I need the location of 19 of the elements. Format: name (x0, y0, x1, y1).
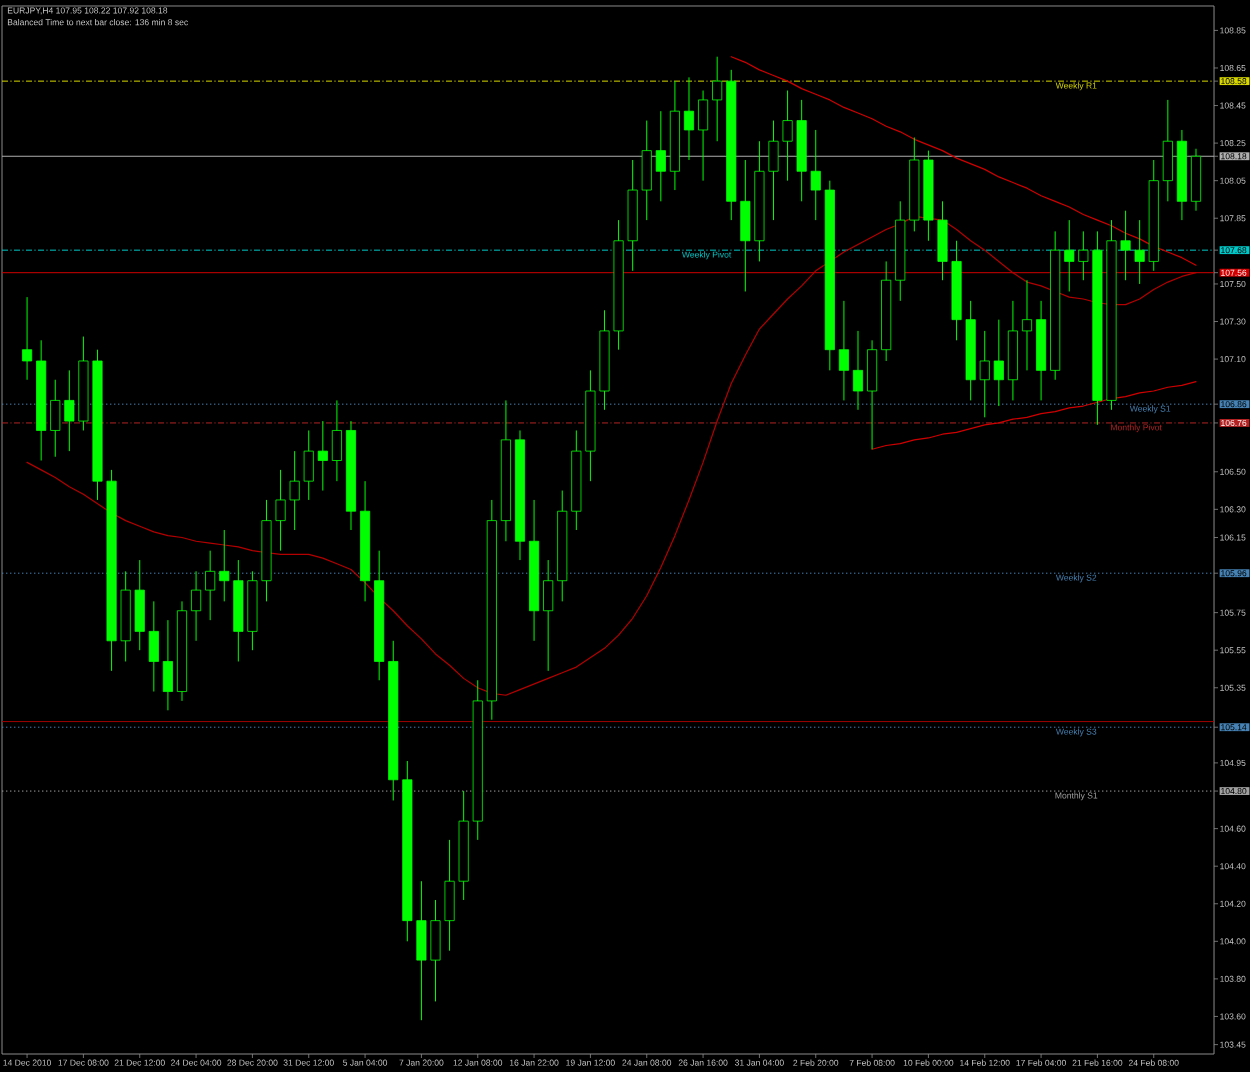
candlestick (317, 420, 328, 492)
candlestick (543, 559, 554, 672)
candlestick (191, 570, 202, 642)
candlestick (852, 330, 864, 411)
candlestick (1021, 279, 1033, 371)
candlestick (331, 399, 342, 482)
candlestick (205, 550, 216, 621)
candlestick (683, 76, 695, 161)
candlestick (1162, 99, 1173, 202)
candlestick (698, 90, 709, 182)
candlestick (867, 339, 878, 450)
candlestick (148, 600, 159, 693)
candlestick (1190, 148, 1202, 212)
candlestick (655, 110, 666, 202)
candlestick (22, 296, 33, 381)
candlestick (162, 619, 173, 711)
candlestick (712, 56, 723, 142)
candlestick (993, 319, 1004, 407)
candlestick (838, 300, 849, 401)
